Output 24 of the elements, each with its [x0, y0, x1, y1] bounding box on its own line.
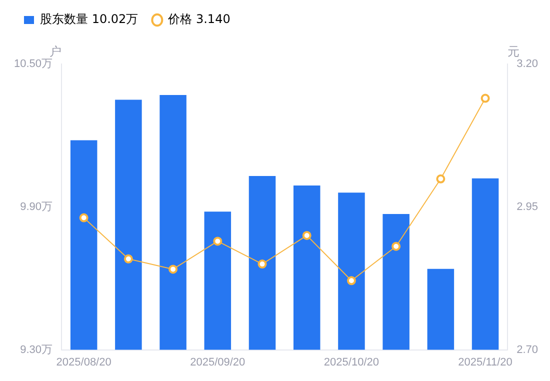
- x-tick-label: 2025/08/20: [56, 356, 112, 368]
- x-tick-label: 2025/10/20: [324, 356, 379, 368]
- y2-tick-label: 3.20: [516, 58, 538, 70]
- x-tick-label: 2025/11/20: [458, 356, 512, 368]
- y-tick-label: 9.30万: [20, 344, 53, 356]
- y2-axis-title: 元: [508, 44, 520, 58]
- point: [79, 213, 88, 222]
- y2-tick-label: 2.70: [516, 344, 538, 356]
- y-tick-label: 10.50万: [14, 58, 53, 70]
- x-tick-label: 2025/09/20: [190, 356, 246, 368]
- legend-label: 价格 3.140: [167, 12, 230, 26]
- y-axis-title: 户: [50, 44, 62, 58]
- point: [213, 236, 222, 246]
- point: [124, 254, 133, 264]
- y2-tick-label: 2.95: [516, 200, 538, 213]
- y-tick-label: 9.90万: [20, 200, 53, 213]
- point: [392, 242, 401, 251]
- legend-label: 股东数量 10.02万: [40, 12, 138, 26]
- point: [302, 230, 312, 240]
- point: [258, 260, 267, 269]
- point: [346, 276, 356, 286]
- point: [168, 264, 178, 274]
- point: [480, 94, 490, 103]
- point: [436, 174, 446, 184]
